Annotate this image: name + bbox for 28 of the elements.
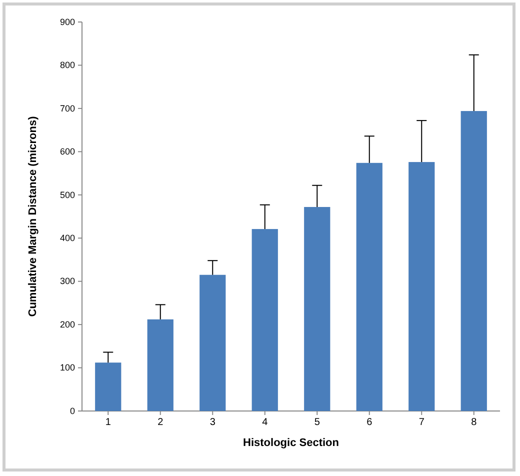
x-tick-label: 2 xyxy=(158,417,164,428)
x-tick-label: 7 xyxy=(418,417,425,428)
y-tick-label: 0 xyxy=(70,406,75,416)
x-tick-label: 4 xyxy=(262,417,268,428)
bar xyxy=(252,229,278,411)
x-tick-label: 8 xyxy=(471,417,478,428)
bar xyxy=(95,362,122,411)
y-tick-label: 600 xyxy=(60,146,75,157)
bar xyxy=(200,274,226,411)
bar xyxy=(460,111,487,411)
y-axis-title: Cumulative Margin Distance (microns) xyxy=(27,116,39,317)
bar xyxy=(147,319,174,411)
y-tick-label: 200 xyxy=(60,319,75,330)
y-tick-label: 700 xyxy=(60,103,75,114)
x-tick-label: 6 xyxy=(366,417,373,428)
y-tick-label: 900 xyxy=(60,16,75,27)
x-tick-label: 1 xyxy=(105,417,112,428)
bar xyxy=(356,162,382,411)
x-tick-label: 3 xyxy=(210,417,216,428)
y-tick-label: 400 xyxy=(60,232,75,243)
bar xyxy=(304,206,330,411)
bar xyxy=(408,162,435,411)
y-tick-label: 500 xyxy=(60,190,75,200)
y-tick-label: 100 xyxy=(60,362,75,373)
y-tick-label: 300 xyxy=(60,276,75,286)
x-tick-label: 5 xyxy=(314,417,320,428)
x-axis-title: Histologic Section xyxy=(243,437,340,449)
y-tick-label: 800 xyxy=(60,60,75,70)
